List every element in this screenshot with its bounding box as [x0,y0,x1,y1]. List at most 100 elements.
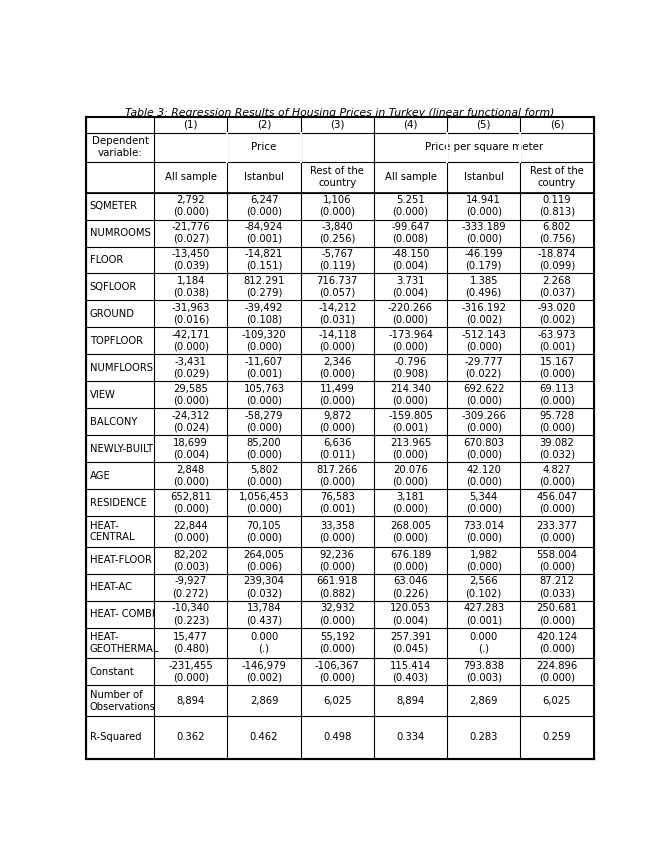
Text: -173.964
(0.000): -173.964 (0.000) [388,330,433,351]
Text: TOPFLOOR: TOPFLOOR [90,336,143,346]
Text: 3.731
(0.004): 3.731 (0.004) [392,276,428,298]
Text: SQMETER: SQMETER [90,201,138,211]
Text: (5): (5) [477,120,491,130]
Text: R-Squared: R-Squared [90,733,141,742]
Text: -14,821
(0.151): -14,821 (0.151) [245,249,283,271]
Text: -231,455
(0.000): -231,455 (0.000) [168,661,213,683]
Text: 233.377
(0.000): 233.377 (0.000) [536,521,577,542]
Text: 120.053
(0.004): 120.053 (0.004) [390,604,431,625]
Text: All sample: All sample [165,172,217,183]
Text: 1,106
(0.000): 1,106 (0.000) [320,195,355,217]
Text: 224.896
(0.000): 224.896 (0.000) [536,661,577,683]
Text: 92,236
(0.000): 92,236 (0.000) [320,549,355,571]
Text: -46.199
(0.179): -46.199 (0.179) [464,249,503,271]
Text: -109,320
(0.000): -109,320 (0.000) [242,330,286,351]
Text: 1,056,453
(0.000): 1,056,453 (0.000) [239,492,289,513]
Text: 670.803
(0.000): 670.803 (0.000) [463,438,505,460]
Text: (2): (2) [257,120,271,130]
Text: 250.681
(0.000): 250.681 (0.000) [536,604,577,625]
Text: -13,450
(0.039): -13,450 (0.039) [172,249,210,271]
Text: -106,367
(0.000): -106,367 (0.000) [315,661,359,683]
Text: 0.283: 0.283 [469,733,498,742]
Text: 6,636
(0.011): 6,636 (0.011) [319,438,355,460]
Text: -146,979
(0.002): -146,979 (0.002) [241,661,286,683]
Text: 6,025: 6,025 [323,696,351,706]
Text: 63.046
(0.226): 63.046 (0.226) [392,577,429,598]
Text: -63.973
(0.001): -63.973 (0.001) [538,330,576,351]
Text: 213.965
(0.000): 213.965 (0.000) [390,438,431,460]
Text: -14,118
(0.000): -14,118 (0.000) [318,330,357,351]
Text: 6,025: 6,025 [543,696,572,706]
Text: 70,105
(0.000): 70,105 (0.000) [246,521,282,542]
Text: 2,792
(0.000): 2,792 (0.000) [173,195,209,217]
Text: -42,171
(0.000): -42,171 (0.000) [172,330,210,351]
Text: 2,869: 2,869 [469,696,498,706]
Text: -220.266
(0.000): -220.266 (0.000) [388,303,433,325]
Text: 2,869: 2,869 [250,696,278,706]
Text: NUMROOMS: NUMROOMS [90,228,151,238]
Text: Dependent
variable:: Dependent variable: [91,136,149,158]
Text: (4): (4) [403,120,418,130]
Text: Rest of the
country: Rest of the country [310,166,364,188]
Text: 29,585
(0.000): 29,585 (0.000) [173,384,209,406]
Text: -84,924
(0.001): -84,924 (0.001) [245,222,283,244]
Text: 264,005
(0.006): 264,005 (0.006) [243,549,284,571]
Text: 427.283
(0.001): 427.283 (0.001) [463,604,505,625]
Text: 692.622
(0.000): 692.622 (0.000) [463,384,505,406]
Text: -309.266
(0.000): -309.266 (0.000) [461,411,506,432]
Text: Number of
Observations: Number of Observations [90,690,156,712]
Text: Price: Price [251,142,276,152]
Text: -18.874
(0.099): -18.874 (0.099) [538,249,576,271]
Text: 652,811
(0.000): 652,811 (0.000) [170,492,211,513]
Text: FLOOR: FLOOR [90,255,123,265]
Text: 2,566
(0.102): 2,566 (0.102) [465,577,502,598]
Text: 6,247
(0.000): 6,247 (0.000) [246,195,282,217]
Text: -31,963
(0.016): -31,963 (0.016) [172,303,210,325]
Text: 14.941
(0.000): 14.941 (0.000) [465,195,502,217]
Text: 2,346
(0.000): 2,346 (0.000) [320,357,355,379]
Text: HEAT-FLOOR: HEAT-FLOOR [90,555,152,566]
Text: 0.498: 0.498 [323,733,351,742]
Text: NUMFLOORS: NUMFLOORS [90,362,153,373]
Text: -333.189
(0.000): -333.189 (0.000) [461,222,506,244]
Text: HEAT-
GEOTHERMAL: HEAT- GEOTHERMAL [90,632,159,653]
Text: 3,181
(0.000): 3,181 (0.000) [392,492,428,513]
Text: 2.268
(0.037): 2.268 (0.037) [539,276,575,298]
Text: 6.802
(0.756): 6.802 (0.756) [539,222,575,244]
Text: 1,184
(0.038): 1,184 (0.038) [173,276,209,298]
Text: -48.150
(0.004): -48.150 (0.004) [391,249,430,271]
Text: 8,894: 8,894 [396,696,424,706]
Text: 9,872
(0.000): 9,872 (0.000) [320,411,355,432]
Text: -159.805
(0.001): -159.805 (0.001) [388,411,433,432]
Text: 39.082
(0.032): 39.082 (0.032) [539,438,575,460]
Text: 0.000
(.): 0.000 (.) [469,632,498,653]
Text: 676.189
(0.000): 676.189 (0.000) [390,549,431,571]
Text: -99.647
(0.008): -99.647 (0.008) [391,222,430,244]
Text: (6): (6) [550,120,564,130]
Text: 87.212
(0.033): 87.212 (0.033) [539,577,575,598]
Text: 55,192
(0.000): 55,192 (0.000) [320,632,355,653]
Text: 85,200
(0.000): 85,200 (0.000) [246,438,282,460]
Text: -0.796
(0.908): -0.796 (0.908) [392,357,428,379]
Text: 18,699
(0.004): 18,699 (0.004) [173,438,209,460]
Text: 5,344
(0.000): 5,344 (0.000) [465,492,502,513]
Text: All sample: All sample [385,172,436,183]
Text: -316.192
(0.002): -316.192 (0.002) [461,303,507,325]
Text: Price per square meter: Price per square meter [424,142,543,152]
Text: -3,840
(0.256): -3,840 (0.256) [319,222,355,244]
Text: NEWLY-BUILT: NEWLY-BUILT [90,443,153,454]
Text: -5,767
(0.119): -5,767 (0.119) [319,249,355,271]
Text: 5,802
(0.000): 5,802 (0.000) [246,465,282,486]
Text: RESIDENCE: RESIDENCE [90,498,147,508]
Text: 8,894: 8,894 [176,696,205,706]
Text: 812.291
(0.279): 812.291 (0.279) [243,276,284,298]
Text: 115.414
(0.403): 115.414 (0.403) [390,661,431,683]
Text: -10,340
(0.223): -10,340 (0.223) [172,604,210,625]
Text: 0.334: 0.334 [396,733,424,742]
Text: Istanbul: Istanbul [463,172,504,183]
Text: 76,583
(0.001): 76,583 (0.001) [319,492,355,513]
Text: 214.340
(0.000): 214.340 (0.000) [390,384,431,406]
Text: 257.391
(0.045): 257.391 (0.045) [390,632,431,653]
Text: -39,492
(0.108): -39,492 (0.108) [245,303,283,325]
Text: 817.266
(0.000): 817.266 (0.000) [316,465,358,486]
